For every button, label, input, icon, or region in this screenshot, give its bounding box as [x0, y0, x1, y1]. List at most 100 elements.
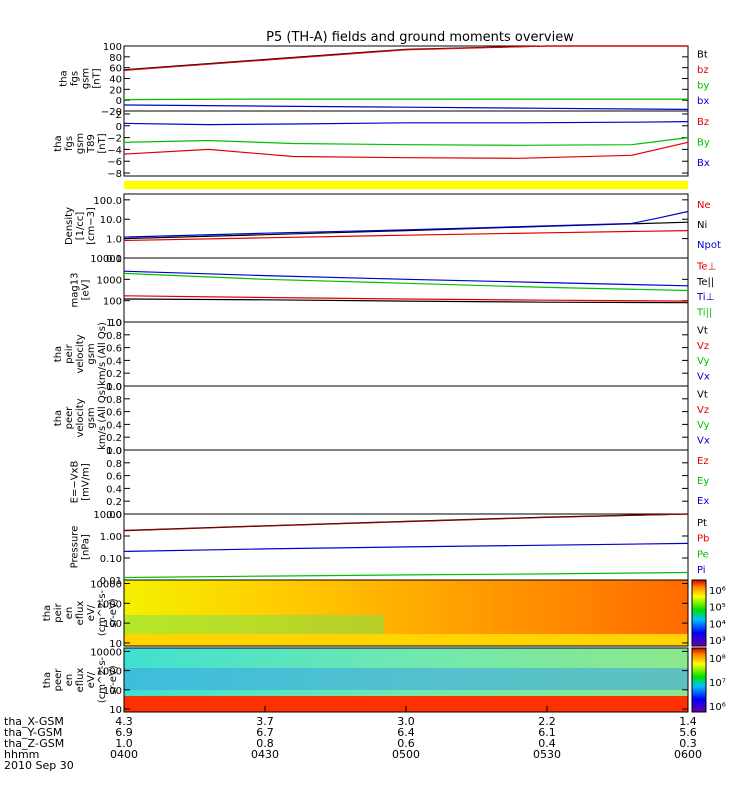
y-axis-label-line: gsm	[86, 343, 97, 364]
y-tick-label: 1.00	[100, 532, 122, 543]
colorbar-tick-label: 10⁷	[709, 678, 726, 689]
y-tick-label: 0.4	[106, 356, 122, 367]
y-axis-label-line: [eV]	[81, 280, 92, 301]
legend-entry: Vy	[697, 420, 710, 431]
y-tick-label: 0.4	[106, 484, 122, 495]
y-axis-label-line: peer	[53, 668, 64, 692]
series-line-fgs_gsm	[123, 104, 689, 110]
panel-frame	[123, 110, 689, 177]
orbit-value: 0.3	[679, 737, 697, 750]
y-axis-label-line: eflux	[75, 601, 86, 626]
colorbar-tick-label: 10⁵	[709, 603, 726, 614]
legend-entry: Vy	[697, 356, 710, 367]
y-tick-label: 0.0	[106, 510, 122, 521]
y-axis-label-line: eV/	[86, 604, 97, 621]
y-tick-label: 2	[116, 110, 122, 121]
y-tick-label: 1000	[97, 599, 122, 610]
y-tick-label: 60	[109, 64, 122, 75]
y-axis-label-line: tha	[42, 605, 53, 621]
y-axis-label-line: fgs	[64, 136, 75, 151]
y-axis-label-line: tha	[53, 410, 64, 426]
spectrogram-mid-band	[124, 668, 688, 690]
y-tick-label: −4	[107, 145, 122, 156]
y-tick-label: 1000	[97, 667, 122, 678]
y-axis-label-line: gsm	[86, 407, 97, 428]
panel-peir_spec: 10⁶ 10⁵ 10⁴ 10³ 10000 1000 100 10 tha peir en eflux…	[42, 579, 726, 649]
orbit-value: 6.7	[256, 726, 274, 739]
y-tick-label: 0.6	[106, 472, 122, 483]
orbit-value: 6.9	[115, 726, 133, 739]
y-tick-label: 10000	[90, 254, 122, 265]
legend-entry: bz	[697, 65, 709, 76]
legend-entry: Ti⊥	[696, 292, 714, 303]
y-tick-label: 0.01	[100, 576, 122, 587]
y-tick-label: 100	[103, 42, 122, 53]
y-axis-label: E=−VxB [mV/m]	[70, 461, 92, 504]
legend-entry: bx	[697, 96, 709, 107]
colorbar-tick-label: 10⁶	[709, 702, 726, 713]
series-line-pressure	[123, 513, 689, 532]
legend-entry: Bx	[697, 158, 710, 169]
orbit-value: 0600	[674, 748, 702, 761]
orbit-value: 0500	[392, 748, 420, 761]
panel-frame	[123, 385, 689, 451]
colorbar-peer_spec-scale	[691, 647, 707, 713]
y-axis-label: tha peir en eflux eV/(cm^2-s-sr-eV)	[42, 589, 119, 636]
panel-efield: 1.0 0.8 0.60.4 0.2 0.0 E=−VxB [mV/m] Ez Ey Ex	[70, 446, 710, 521]
series-line-density	[123, 230, 689, 242]
y-tick-label: −8	[107, 169, 122, 180]
colorbar-tick-label: 10³	[709, 636, 726, 647]
y-tick-label: 10	[109, 705, 122, 716]
y-axis-label: tha fgs gsm T89 [nT]	[53, 133, 108, 154]
orbit-value: 0430	[251, 748, 279, 761]
y-tick-label: −20	[101, 107, 122, 118]
y-tick-label: 0.6	[106, 344, 122, 355]
y-axis-label-line: eV/	[86, 671, 97, 688]
y-tick-label: 40	[109, 75, 122, 86]
y-tick-label: 0.2	[106, 369, 122, 380]
y-axis-label-line: E=−VxB	[70, 461, 81, 504]
y-tick-label: −6	[107, 157, 122, 168]
y-tick-label: 1.0	[106, 235, 122, 246]
y-tick-label: 0.2	[106, 433, 122, 444]
legend-entry: Te||	[696, 277, 714, 288]
y-axis-label-line: [mV/m]	[81, 463, 92, 501]
y-axis-label-line: peir	[64, 343, 75, 363]
legend-entry: Ti||	[696, 307, 712, 318]
y-tick-label: 0.0	[106, 446, 122, 457]
orbit-value: 0400	[110, 748, 138, 761]
y-axis-label-line: [1/cc]	[75, 212, 86, 241]
x-axis	[123, 706, 689, 712]
colorbar-tick-label: 10⁸	[709, 654, 726, 665]
series-line-density	[123, 210, 689, 238]
legend-entry: Ez	[697, 456, 709, 467]
legend-entry: By	[697, 137, 710, 148]
y-axis-label: mag13 [eV]	[70, 273, 92, 308]
series-line-temps	[123, 272, 689, 292]
y-axis-label-line: gsm	[81, 68, 92, 89]
y-tick-label: 0.4	[106, 420, 122, 431]
spectrogram-bottom-band	[124, 634, 688, 646]
y-axis-label-line: peir	[53, 602, 64, 622]
y-axis-label-line: Density	[64, 207, 75, 245]
series-line-fgs_t89	[123, 141, 689, 159]
panel-frame	[123, 193, 689, 259]
y-axis-label-line: sr-eV)	[108, 665, 119, 694]
panel-pressure: 10.00 1.00 0.10 0.01 Pressure [nPa] Pt Pb Pe Pi	[70, 510, 710, 587]
y-axis-label-line: km/s (All Qs)	[97, 322, 108, 386]
y-axis-label-line: tha	[42, 672, 53, 688]
orbit-row-label: 2010 Sep 30	[4, 759, 74, 772]
orbit-row-label: tha_Z-GSM	[4, 737, 64, 750]
legend-entry: Npot	[697, 240, 721, 251]
y-tick-label: 1.0	[106, 382, 122, 393]
legend-entry: Vz	[697, 341, 709, 352]
y-tick-label: 100	[103, 686, 122, 697]
orbit-value: 4.3	[115, 715, 133, 728]
y-axis-label-line: mag13	[70, 273, 81, 308]
y-axis-label-line: sr-eV)	[108, 598, 119, 627]
y-tick-label: 10000	[90, 579, 122, 590]
y-axis-label-line: Pressure	[70, 526, 81, 569]
series-line-temps	[123, 298, 689, 304]
